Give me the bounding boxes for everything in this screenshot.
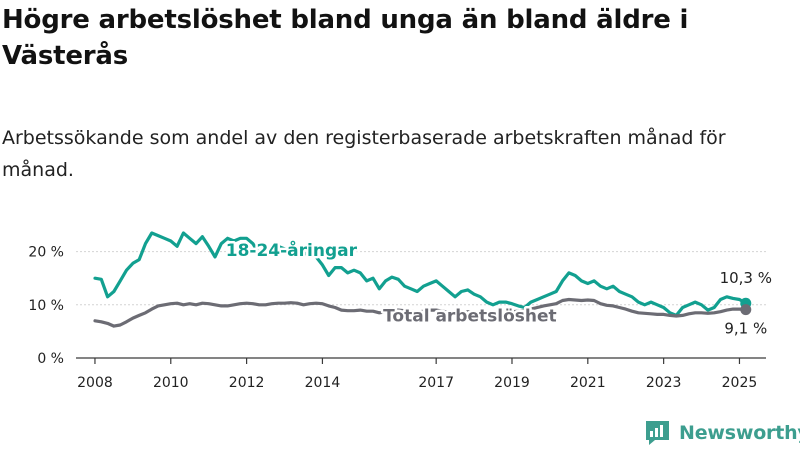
x-tick-label: 2025: [722, 375, 758, 391]
y-tick-label: 0 %: [37, 351, 64, 367]
line-chart: 0 % 10 % 20 % 2008 2010 2012 2014 2017 2019 2021 2…: [28, 231, 772, 391]
brand-name: Newsworthy: [679, 421, 800, 444]
y-tick-label: 20 %: [28, 245, 64, 261]
x-tick-label: 2010: [153, 375, 189, 391]
x-tick-label: 2008: [77, 375, 113, 391]
x-tick-label: 2017: [418, 375, 454, 391]
end-label-total: 9,1 %: [724, 320, 767, 338]
series-label-youth: 18-24-åringar: [226, 239, 358, 261]
end-label-youth: 10,3 %: [720, 269, 772, 287]
y-tick-label: 10 %: [28, 298, 64, 314]
chart-title: Högre arbetslöshet bland unga än bland ä…: [2, 5, 689, 71]
newsworthy-logo-icon: [646, 421, 669, 445]
series-label-total: Total arbetslöshet: [383, 306, 557, 326]
x-tick-label: 2012: [229, 375, 265, 391]
brand-logo: Newsworthy: [644, 419, 800, 446]
series-line-total: [93, 297, 748, 328]
x-tick-label: 2023: [646, 375, 682, 391]
x-tick-label: 2014: [305, 375, 341, 391]
series-line-youth: [93, 231, 748, 317]
end-dot-total: [740, 304, 752, 316]
x-tick-label: 2019: [494, 375, 530, 391]
chart-subtitle: Arbetssökande som andel av den registerb…: [2, 127, 726, 181]
x-tick-label: 2021: [570, 375, 606, 391]
